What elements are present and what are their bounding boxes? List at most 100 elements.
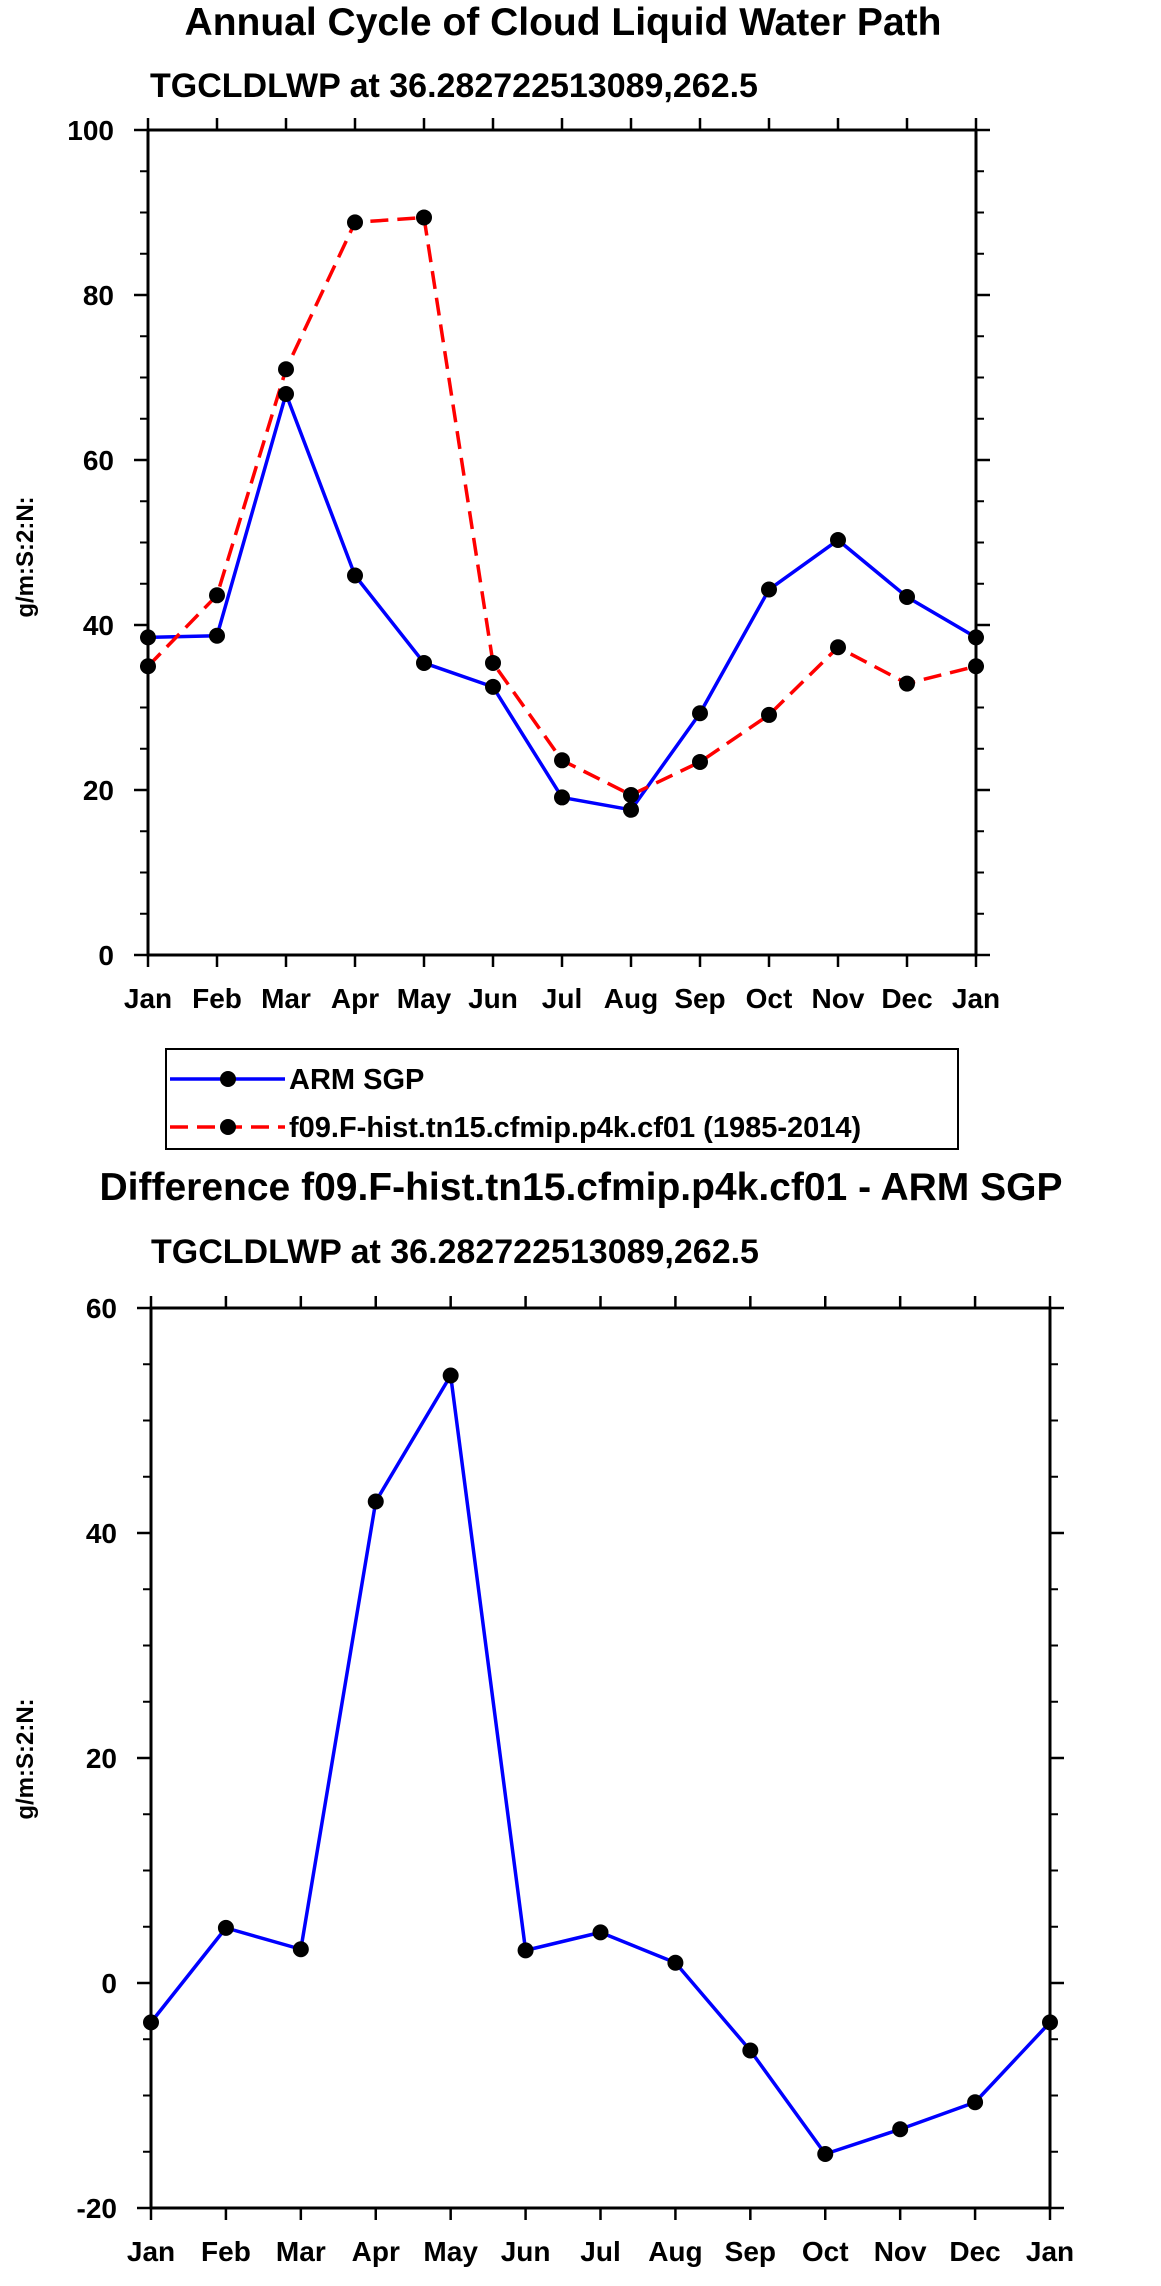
chart1-x-tick-labels: Jan Feb Mar Apr May Jun Jul Aug Sep Oct Nov Dec Jan — [124, 983, 1000, 1014]
y-tick-label: -20 — [77, 2193, 117, 2224]
series-point-1 — [554, 752, 570, 769]
series-point-0 — [892, 2121, 909, 2138]
series-point-0 — [292, 1941, 309, 1958]
series-point-0 — [667, 1954, 684, 1971]
series-point-1 — [830, 639, 846, 656]
x-tick-label: Nov — [812, 983, 865, 1014]
chart1-subtitle: TGCLDLWP at 36.282722513089,262.5 — [150, 67, 758, 105]
series-point-0 — [899, 588, 915, 605]
series-line-0 — [147, 392, 977, 812]
x-tick-label: Oct — [746, 983, 793, 1014]
series-point-0 — [592, 1924, 609, 1941]
chart2-ticks — [137, 1296, 1064, 2220]
chart2-ylabel: g/m:S:2:N: — [12, 1698, 39, 1819]
y-tick-label: 60 — [83, 445, 114, 476]
series-point-0 — [554, 789, 570, 806]
y-tick-label: 0 — [98, 940, 114, 971]
legend-marker-model — [220, 1119, 236, 1135]
y-tick-label: 0 — [101, 1968, 117, 1999]
series-point-0 — [967, 2094, 984, 2111]
series-point-0 — [692, 705, 708, 722]
series-point-0 — [209, 627, 225, 644]
x-tick-label: Aug — [604, 983, 658, 1014]
series-point-0 — [517, 1942, 534, 1959]
series-point-1 — [416, 209, 432, 226]
series-point-1 — [347, 214, 363, 231]
series-line-1 — [146, 215, 977, 797]
chart1-y-tick-labels: 0 20 40 60 80 100 — [67, 115, 114, 971]
series-point-1 — [485, 654, 501, 671]
series-point-0 — [278, 386, 294, 402]
series-point-0 — [367, 1493, 384, 1510]
x-tick-label: Jun — [468, 983, 518, 1014]
chart2-series — [143, 1367, 1058, 2162]
x-tick-label: Apr — [352, 2236, 400, 2267]
series-line-0 — [149, 1373, 1052, 2156]
y-tick-label: 20 — [86, 1743, 117, 1774]
y-tick-label: 40 — [86, 1518, 117, 1549]
series-point-1 — [209, 587, 225, 604]
y-tick-label: 80 — [83, 280, 114, 311]
series-point-0 — [742, 2042, 759, 2059]
y-tick-label: 100 — [67, 115, 114, 146]
x-tick-label: Dec — [881, 983, 932, 1014]
x-tick-label: Jul — [580, 2236, 620, 2267]
x-tick-label: May — [397, 983, 452, 1014]
x-tick-label: Feb — [192, 983, 242, 1014]
series-point-0 — [817, 2146, 834, 2162]
x-tick-label: Jan — [952, 983, 1000, 1014]
chart-difference: Difference f09.F-hist.tn15.cfmip.p4k.cf0… — [12, 1166, 1074, 2267]
legend-label-model: f09.F-hist.tn15.cfmip.p4k.cf01 (1985-201… — [289, 1112, 861, 1144]
y-tick-label: 20 — [83, 775, 114, 806]
series-point-0 — [347, 567, 363, 584]
chart1-series — [140, 209, 984, 818]
series-point-0 — [830, 532, 846, 549]
series-point-1 — [692, 753, 708, 770]
x-tick-label: Jun — [501, 2236, 551, 2267]
x-tick-label: Dec — [949, 2236, 1000, 2267]
x-tick-label: Nov — [874, 2236, 927, 2267]
legend-entry-arm-sgp: ARM SGP — [170, 1064, 424, 1096]
legend-marker-arm-sgp — [220, 1071, 236, 1087]
x-tick-label: Jan — [1026, 2236, 1074, 2267]
chart2-subtitle: TGCLDLWP at 36.282722513089,262.5 — [151, 1233, 759, 1271]
y-tick-label: 40 — [83, 610, 114, 641]
chart2-x-tick-labels: Jan Feb Mar Apr May Jun Jul Aug Sep Oct Nov Dec Jan — [127, 2236, 1074, 2267]
series-point-1 — [761, 706, 777, 723]
x-tick-label: Apr — [331, 983, 379, 1014]
series-point-1 — [623, 786, 639, 803]
x-tick-label: Sep — [725, 2236, 776, 2267]
chart1-plot-frame — [146, 128, 978, 957]
x-tick-label: Sep — [674, 983, 725, 1014]
chart1-legend: ARM SGP f09.F-hist.tn15.cfmip.p4k.cf01 (… — [165, 1048, 959, 1150]
chart2-plot-frame — [149, 1306, 1052, 2210]
x-tick-label: Mar — [276, 2236, 326, 2267]
chart1-title: Annual Cycle of Cloud Liquid Water Path — [185, 1, 942, 44]
series-point-0 — [442, 1367, 459, 1384]
series-point-0 — [485, 678, 501, 695]
x-tick-label: Oct — [802, 2236, 849, 2267]
x-tick-label: Aug — [648, 2236, 702, 2267]
y-tick-label: 60 — [86, 1293, 117, 1324]
series-point-0 — [217, 1919, 234, 1936]
chart-annual-cycle: Annual Cycle of Cloud Liquid Water Path … — [12, 1, 1000, 1150]
series-point-1 — [278, 361, 294, 378]
x-tick-label: Jul — [542, 983, 582, 1014]
x-tick-label: May — [423, 2236, 478, 2267]
x-tick-label: Mar — [261, 983, 311, 1014]
x-tick-label: Feb — [201, 2236, 251, 2267]
x-tick-label: Jan — [127, 2236, 175, 2267]
series-point-1 — [899, 675, 915, 692]
legend-box — [165, 1048, 959, 1150]
legend-label-arm-sgp: ARM SGP — [289, 1064, 424, 1096]
chart1-ticks — [134, 118, 990, 967]
chart2-title: Difference f09.F-hist.tn15.cfmip.p4k.cf0… — [100, 1166, 1063, 1209]
series-point-0 — [761, 581, 777, 598]
x-tick-label: Jan — [124, 983, 172, 1014]
chart2-y-tick-labels: -20 0 20 40 60 — [77, 1293, 117, 2224]
legend-entry-model: f09.F-hist.tn15.cfmip.p4k.cf01 (1985-201… — [170, 1112, 861, 1144]
chart1-ylabel: g/m:S:2:N: — [12, 496, 39, 617]
series-point-0 — [416, 654, 432, 671]
series-point-0 — [623, 801, 639, 818]
